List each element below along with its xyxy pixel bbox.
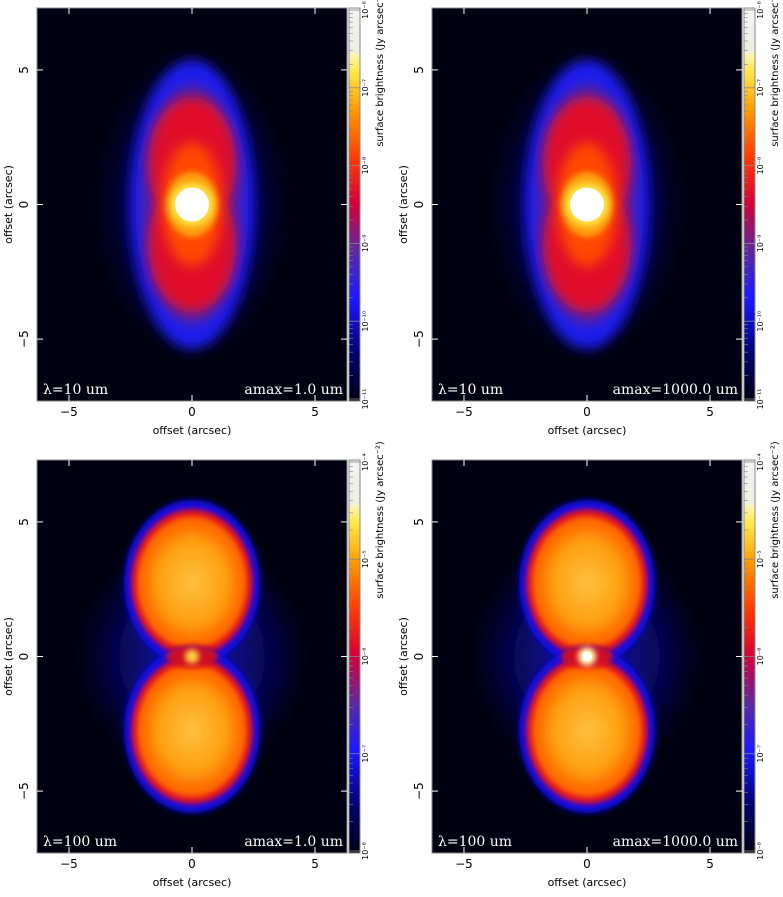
bright-core (570, 187, 604, 222)
lobe-north-interior (539, 525, 635, 641)
panel-1: −5 0 5 5 0 −5 offset (arcsec) offset (arcsec) λ=… (2, 0, 386, 437)
emission-map (472, 500, 702, 813)
y-tick-label: 5 (17, 518, 31, 526)
y-tick-label: −5 (17, 330, 31, 348)
panel-3: −5 0 5 5 0 −5 offset (arcsec) offset (arcsec) λ=… (2, 441, 386, 889)
central-source-peak (582, 651, 592, 662)
wavelength-label: λ=100 um (43, 834, 117, 850)
x-axis-label: offset (arcsec) (153, 876, 232, 889)
colorbar-tick-label: 10⁻⁷ (361, 745, 370, 763)
colorbar-tick-label: 10⁻⁷ (361, 79, 370, 97)
colorbar-tick-label: 10⁻⁷ (756, 745, 765, 763)
x-tick-label: −5 (60, 405, 78, 419)
y-tick-label: 5 (412, 518, 426, 526)
emission-map (97, 49, 287, 360)
lobe-south-interior (539, 672, 635, 788)
amax-label: amax=1.0 um (244, 834, 343, 850)
y-tick-label: −5 (412, 330, 426, 348)
colorbar-tick-label: 10⁻⁸ (756, 157, 765, 175)
x-tick-label: −5 (60, 857, 78, 871)
colorbar-tick-label: 10⁻⁸ (361, 157, 370, 175)
y-axis-label: offset (arcsec) (2, 165, 15, 244)
amax-label: amax=1000.0 um (613, 834, 738, 850)
x-tick-label: −5 (455, 405, 473, 419)
colorbar-tick-label: 10⁻¹¹ (756, 389, 765, 410)
colorbar-label: surface brightness (Jy arcsec⁻²) (770, 0, 781, 147)
y-tick-label: 5 (412, 66, 426, 74)
emission-map (77, 500, 307, 813)
x-tick-label: 5 (706, 857, 714, 871)
amax-label: amax=1000.0 um (613, 382, 738, 398)
y-tick-label: 0 (17, 653, 31, 661)
y-axis-label: offset (arcsec) (397, 617, 410, 696)
colorbar-tick-label: 10⁻⁸ (756, 842, 765, 860)
wavelength-label: λ=10 um (438, 382, 503, 398)
colorbar-tick-label: 10⁻¹¹ (361, 389, 370, 410)
colorbar-tick-label: 10⁻⁷ (756, 79, 765, 97)
colorbar (743, 7, 756, 402)
colorbar-tick-label: 10⁻⁴ (756, 453, 765, 471)
colorbar-tick-label: 10⁻⁹ (756, 235, 765, 253)
amax-label: amax=1.0 um (244, 382, 343, 398)
emission-map (492, 49, 682, 360)
y-tick-label: −5 (412, 782, 426, 800)
wavelength-label: λ=10 um (43, 382, 108, 398)
y-tick-label: 0 (412, 653, 426, 661)
colorbar-tick-label: 10⁻¹⁰ (756, 311, 765, 332)
y-axis-label: offset (arcsec) (2, 617, 15, 696)
x-axis-label: offset (arcsec) (548, 876, 627, 889)
x-tick-label: −5 (455, 857, 473, 871)
colorbar-tick-label: 10⁻⁶ (361, 648, 370, 666)
y-tick-label: 0 (412, 201, 426, 209)
panel-2: −5 0 5 5 0 −5 offset (arcsec) offset (arcsec) λ=… (397, 0, 781, 437)
x-tick-label: 0 (188, 857, 196, 871)
colorbar-tick-label: 10⁻⁸ (361, 842, 370, 860)
bright-core (175, 187, 209, 222)
x-tick-label: 5 (311, 857, 319, 871)
wavelength-label: λ=100 um (438, 834, 512, 850)
lobe-south-interior (144, 672, 240, 788)
colorbar-tick-label: 10⁻⁴ (361, 453, 370, 471)
x-axis-label: offset (arcsec) (548, 424, 627, 437)
colorbar-tick-label: 10⁻⁸ (756, 1, 765, 19)
y-axis-label: offset (arcsec) (397, 165, 410, 244)
x-tick-label: 0 (188, 405, 196, 419)
x-axis-label: offset (arcsec) (153, 424, 232, 437)
x-tick-label: 5 (706, 405, 714, 419)
central-source (185, 649, 199, 664)
colorbar (348, 7, 361, 402)
y-tick-label: 5 (17, 66, 31, 74)
colorbar-label: surface brightness (Jy arcsec⁻²) (770, 441, 781, 599)
colorbar-tick-label: 10⁻⁸ (361, 1, 370, 19)
x-tick-label: 0 (583, 405, 591, 419)
colorbar-tick-label: 10⁻⁹ (361, 235, 370, 253)
colorbar-tick-label: 10⁻¹⁰ (361, 311, 370, 332)
colorbar-tick-label: 10⁻⁶ (756, 648, 765, 666)
colorbar-tick-label: 10⁻⁵ (361, 550, 370, 568)
y-tick-label: 0 (17, 201, 31, 209)
panel-4: −5 0 5 5 0 −5 offset (arcsec) offset (arcsec) λ=… (397, 441, 781, 889)
colorbar-tick-label: 10⁻⁵ (756, 550, 765, 568)
lobe-north-interior (144, 525, 240, 641)
x-tick-label: 0 (583, 857, 591, 871)
x-tick-label: 5 (311, 405, 319, 419)
colorbar-label: surface brightness (Jy arcsec⁻²) (375, 441, 386, 599)
colorbar-label: surface brightness (Jy arcsec⁻²) (375, 0, 386, 147)
y-tick-label: −5 (17, 782, 31, 800)
